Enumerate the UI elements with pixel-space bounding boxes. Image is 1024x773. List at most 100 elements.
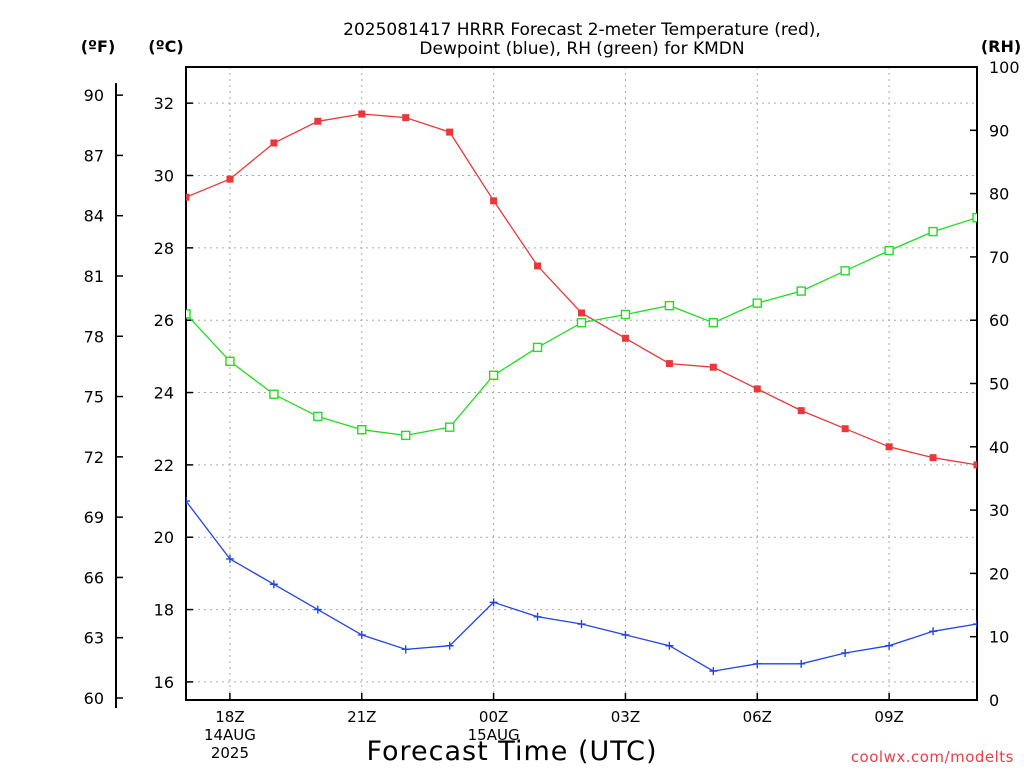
rh-tick-label: 10: [989, 628, 1009, 647]
temperature-point: [885, 443, 893, 451]
fahrenheit-tick-label: 60: [84, 689, 104, 708]
rh-point: [620, 309, 631, 320]
chart-title-line-1: 2025081417 HRRR Forecast 2-meter Tempera…: [343, 20, 821, 40]
temperature-point: [841, 425, 849, 433]
rh-point: [401, 430, 411, 441]
x-tick-label: 15AUG: [468, 726, 520, 744]
temperature-point: [621, 334, 629, 342]
grid-lines: [186, 67, 977, 700]
x-axis-label: Forecast Time (UTC): [366, 736, 657, 767]
dewpoint-point: [885, 641, 894, 650]
temperature-point: [973, 461, 977, 469]
x-tick-label: 06Z: [743, 708, 772, 726]
rh-point: [840, 266, 850, 276]
fahrenheit-tick-label: 87: [84, 146, 104, 165]
celsius-tick-label: 28: [154, 239, 174, 258]
fahrenheit-tick-label: 72: [84, 448, 104, 467]
dewpoint-point: [709, 667, 718, 676]
temperature-point: [534, 262, 542, 270]
series-line: [186, 113, 977, 466]
rh-point: [186, 309, 191, 319]
celsius-tick-label: 18: [154, 601, 174, 620]
celsius-tick-label: 30: [154, 167, 174, 186]
dewpoint-point: [401, 645, 410, 654]
dewpoint-point: [973, 620, 977, 629]
fahrenheit-tick-label: 78: [84, 327, 104, 346]
temperature-point: [665, 360, 673, 368]
rh-tick-label: 20: [989, 564, 1009, 583]
rh-point: [357, 425, 367, 435]
dewpoint-point: [313, 605, 322, 614]
x-tick-label: 18Z: [215, 708, 244, 726]
temperature-point: [578, 309, 585, 317]
rh-point: [313, 411, 323, 422]
rh-point: [444, 422, 455, 432]
x-tick-label: 03Z: [611, 708, 640, 726]
rh-point: [972, 212, 977, 223]
x-tick-label: 14AUG: [204, 726, 256, 744]
x-tick-label: 21Z: [347, 708, 376, 726]
fahrenheit-tick-label: 90: [84, 86, 104, 105]
fahrenheit-tick-label: 66: [84, 568, 104, 587]
celsius-axis-label: (ºC): [148, 37, 183, 56]
dewpoint-point: [489, 598, 498, 607]
rh-point: [928, 226, 938, 237]
dewpoint-point: [797, 659, 806, 668]
rh-axis-label: (RH): [981, 37, 1021, 56]
temperature-point: [402, 114, 410, 122]
dewpoint-point: [225, 554, 234, 563]
rh-point: [884, 245, 894, 256]
fahrenheit-tick-label: 63: [84, 629, 104, 648]
fahrenheit-axis-label: (ºF): [81, 37, 116, 56]
credit-text: coolwx.com/modelts: [851, 748, 1014, 766]
rh-tick-label: 40: [989, 438, 1009, 457]
rh-tick-label: 60: [989, 311, 1009, 330]
x-tick-label: 00Z: [479, 708, 508, 726]
x-tick-label: 2025: [211, 744, 249, 762]
rh-point: [488, 370, 499, 380]
celsius-tick-label: 32: [154, 94, 174, 113]
temperature-point: [314, 117, 322, 125]
dewpoint-point: [533, 612, 542, 621]
rh-point: [752, 298, 762, 308]
dewpoint-point: [357, 630, 366, 639]
rh-point: [796, 286, 806, 296]
dewpoint-point: [753, 659, 762, 668]
dewpoint-point: [841, 648, 850, 657]
temperature-point: [490, 197, 498, 205]
rh-point: [225, 356, 235, 367]
dewpoint-point: [269, 580, 278, 589]
temperature-point: [929, 454, 937, 462]
temperature-point: [446, 128, 454, 136]
series-plus: [186, 497, 977, 676]
rh-tick-label: 80: [989, 185, 1009, 204]
temperature-point: [709, 363, 717, 371]
celsius-tick-label: 20: [154, 528, 174, 547]
axes: 60 63 66 69 72 75 78 81 84 87 90 16 18 20 22 24 26 28 30 32…: [84, 58, 1020, 710]
temperature-point: [358, 110, 366, 118]
celsius-tick-label: 24: [154, 384, 174, 403]
dewpoint-point: [621, 630, 630, 639]
dewpoint-point: [665, 641, 674, 650]
celsius-tick-label: 22: [154, 456, 174, 475]
x-tick-label: 09Z: [874, 708, 903, 726]
temperature-point: [270, 139, 278, 147]
fahrenheit-tick-label: 75: [84, 388, 104, 407]
rh-tick-label: 70: [989, 248, 1009, 267]
series-filled-square: [186, 110, 977, 469]
dewpoint-point: [577, 620, 586, 629]
rh-tick-label: 100: [989, 58, 1020, 77]
rh-tick-label: 30: [989, 501, 1009, 520]
dewpoint-point: [445, 641, 454, 650]
temperature-point: [797, 407, 805, 415]
fahrenheit-tick-label: 84: [84, 207, 104, 226]
rh-tick-label: 90: [989, 121, 1009, 140]
celsius-tick-label: 16: [154, 673, 174, 692]
rh-point: [532, 342, 543, 353]
fahrenheit-tick-label: 81: [84, 267, 104, 286]
rh-point: [664, 300, 675, 311]
rh-tick-label: 0: [989, 691, 999, 710]
fahrenheit-tick-label: 69: [84, 508, 104, 527]
